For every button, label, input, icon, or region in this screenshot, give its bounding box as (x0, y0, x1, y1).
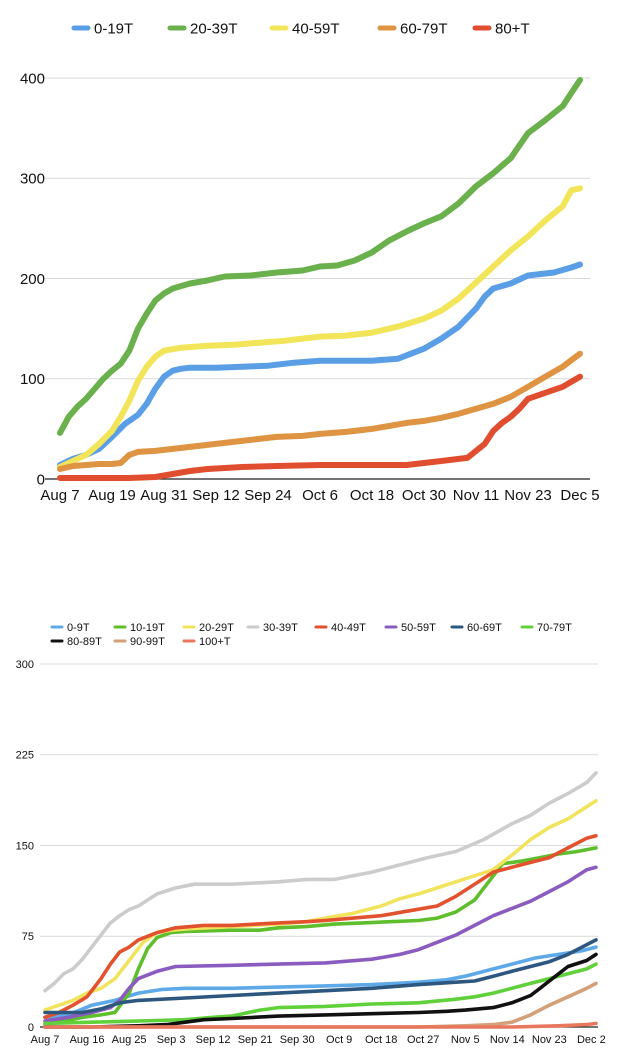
x-tick-label: Oct 18 (350, 487, 394, 504)
legend-label: 70-79T (537, 622, 572, 634)
x-tick-label: Oct 18 (365, 1034, 397, 1046)
legend-label: 40-49T (331, 622, 366, 634)
series-line-20-39t (57, 77, 583, 436)
legend-label: 10-19T (130, 622, 165, 634)
series-line-60-79t (57, 350, 583, 472)
x-tick-label: Aug 19 (88, 487, 136, 504)
legend-label: 80+T (495, 20, 530, 37)
series-line-40-49t (43, 834, 598, 1020)
x-tick-label: Sep 24 (244, 487, 292, 504)
y-tick-label: 300 (16, 659, 34, 671)
y-tick-label: 300 (20, 171, 45, 188)
legend-label: 60-69T (467, 622, 502, 634)
x-tick-label: Oct 6 (302, 487, 338, 504)
x-tick-label: Sep 12 (192, 487, 240, 504)
x-tick-label: Nov 11 (453, 487, 499, 504)
x-tick-label: Sep 12 (196, 1034, 231, 1046)
series-line-20-29t (43, 798, 598, 1012)
legend-label: 60-79T (400, 20, 448, 37)
y-tick-label: 200 (20, 271, 45, 288)
x-tick-label: Aug 25 (112, 1034, 147, 1046)
y-tick-label: 100 (20, 371, 45, 388)
x-tick-label: Sep 3 (157, 1034, 186, 1046)
x-tick-label: Nov 23 (504, 487, 552, 504)
x-tick-label: Aug 7 (40, 487, 79, 504)
x-tick-label: Aug 31 (140, 487, 188, 504)
legend-item-50-59t: 50-59T (384, 622, 436, 634)
y-tick-label: 150 (16, 840, 34, 852)
series-line-50-59t (43, 865, 598, 1023)
series-line-40-59t (57, 185, 583, 470)
legend-item-80-89t: 80-89T (50, 636, 102, 648)
y-tick-label: 75 (22, 931, 34, 943)
x-tick-label: Oct 30 (402, 487, 446, 504)
x-tick-label: Dec 2 (577, 1034, 606, 1046)
x-tick-label: Aug 16 (70, 1034, 105, 1046)
legend-item-90-99t: 90-99T (113, 636, 165, 648)
chart-cases-by-age-top: 0 100 200 300 400 Aug 7 Aug 19 Aug 31 Sep 12 Sep … (20, 20, 600, 504)
legend-label: 100+T (199, 636, 231, 648)
legend-item-100plust: 100+T (182, 636, 231, 648)
series-line-10-19t (43, 846, 598, 1027)
legend-item-70-79t: 70-79T (520, 622, 572, 634)
series-line-60-69t (43, 938, 598, 1015)
legend-item-60-79t: 60-79T (377, 20, 448, 37)
legend-label: 0-9T (67, 622, 90, 634)
chart-cases-by-age-bottom: 0 75 150 225 300 Aug 7 Aug 16 Aug 25 Sep 3 Sep 12… (16, 622, 606, 1046)
legend-item-0-9t: 0-9T (50, 622, 90, 634)
legend-label: 0-19T (94, 20, 133, 37)
x-tick-label: Sep 21 (238, 1034, 273, 1046)
series-line-100plust (43, 1021, 598, 1029)
legend-label: 80-89T (67, 636, 102, 648)
legend-item-10-19t: 10-19T (113, 622, 165, 634)
series-line-80plust (57, 373, 583, 481)
legend-label: 30-39T (263, 622, 298, 634)
legend-item-80plust: 80+T (472, 20, 530, 37)
x-tick-label: Oct 9 (326, 1034, 352, 1046)
x-tick-label: Nov 5 (451, 1034, 480, 1046)
legend-item-60-69t: 60-69T (450, 622, 502, 634)
series-line-80-89t (43, 952, 598, 1029)
y-tick-label: 225 (16, 750, 34, 762)
legend-item-40-59t: 40-59T (269, 20, 340, 37)
x-tick-label: Dec 5 (560, 487, 599, 504)
x-tick-label: Sep 30 (280, 1034, 315, 1046)
legend-item-0-19t: 0-19T (71, 20, 133, 37)
legend-label: 90-99T (130, 636, 165, 648)
legend-label: 50-59T (401, 622, 436, 634)
x-tick-label: Nov 23 (532, 1034, 567, 1046)
legend-item-20-29t: 20-29T (182, 622, 234, 634)
legend-item-20-39t: 20-39T (167, 20, 238, 37)
series-line-0-19t (57, 261, 583, 468)
series-line-70-79t (43, 962, 598, 1026)
x-tick-label: Nov 14 (490, 1034, 525, 1046)
legend-label: 40-59T (292, 20, 340, 37)
y-tick-label: 400 (20, 70, 45, 87)
y-tick-label: 0 (28, 1022, 34, 1034)
legend-label: 20-29T (199, 622, 234, 634)
legend-item-30-39t: 30-39T (246, 622, 298, 634)
legend-item-40-49t: 40-49T (314, 622, 366, 634)
x-tick-label: Aug 7 (31, 1034, 60, 1046)
x-tick-label: Oct 27 (407, 1034, 439, 1046)
legend-label: 20-39T (190, 20, 238, 37)
y-tick-label: 0 (37, 471, 45, 488)
series-line-30-39t (43, 771, 598, 993)
